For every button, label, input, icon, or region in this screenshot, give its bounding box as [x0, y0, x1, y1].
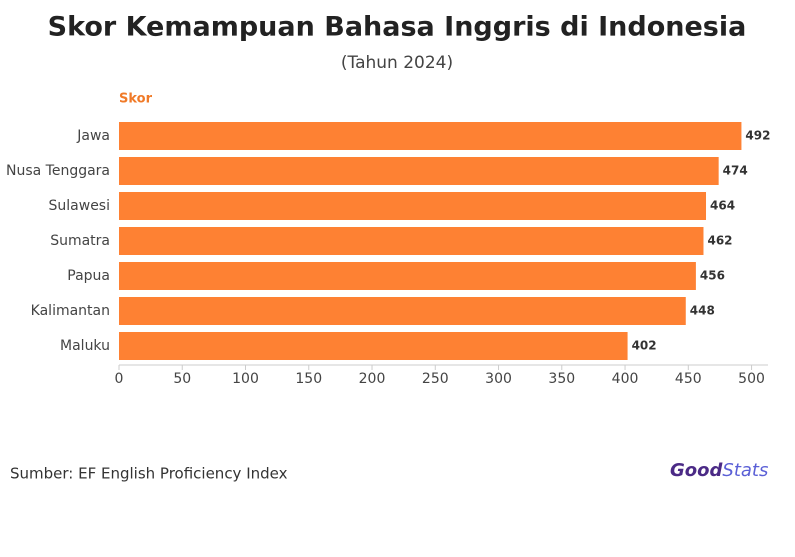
chart-title: Skor Kemampuan Bahasa Inggris di Indones… [48, 12, 747, 43]
bar [119, 262, 696, 290]
x-tick-label: 0 [115, 371, 124, 387]
logo-part: Good [670, 460, 724, 481]
value-label: 402 [632, 339, 657, 353]
value-label: 464 [710, 199, 735, 213]
value-label: 492 [745, 129, 770, 143]
value-label: 462 [707, 234, 732, 248]
x-tick-label: 200 [359, 371, 386, 387]
source: Sumber: EF English Proficiency Index [10, 465, 288, 483]
x-tick-label: 300 [485, 371, 512, 387]
bar [119, 192, 707, 220]
y-tick-label: Jawa [76, 128, 110, 144]
chart-subtitle: (Tahun 2024) [341, 53, 453, 73]
value-label: 456 [700, 269, 725, 283]
x-tick-label: 100 [232, 371, 259, 387]
bar [119, 332, 628, 360]
y-tick-label: Sumatra [50, 233, 110, 249]
x-tick-label: 350 [548, 371, 575, 387]
x-tick-label: 500 [738, 371, 765, 387]
y-tick-label: Sulawesi [49, 198, 110, 214]
bar [119, 227, 704, 255]
x-tick-label: 400 [612, 371, 639, 387]
x-tick-label: 50 [173, 371, 191, 387]
axis-label: Skor [119, 92, 153, 107]
logo: GoodStats [670, 460, 768, 481]
value-label: 448 [690, 304, 715, 318]
bar [119, 297, 686, 325]
value-label: 474 [723, 164, 748, 178]
y-tick-label: Kalimantan [31, 303, 110, 319]
logo-part: Stats [722, 460, 768, 481]
x-tick-label: 250 [422, 371, 449, 387]
bar [119, 157, 719, 185]
x-tick-label: 150 [295, 371, 322, 387]
y-tick-label: Nusa Tenggara [6, 163, 110, 179]
x-tick-label: 450 [675, 371, 702, 387]
bar [119, 122, 742, 150]
y-tick-label: Papua [67, 268, 110, 284]
y-tick-label: Maluku [60, 338, 110, 354]
